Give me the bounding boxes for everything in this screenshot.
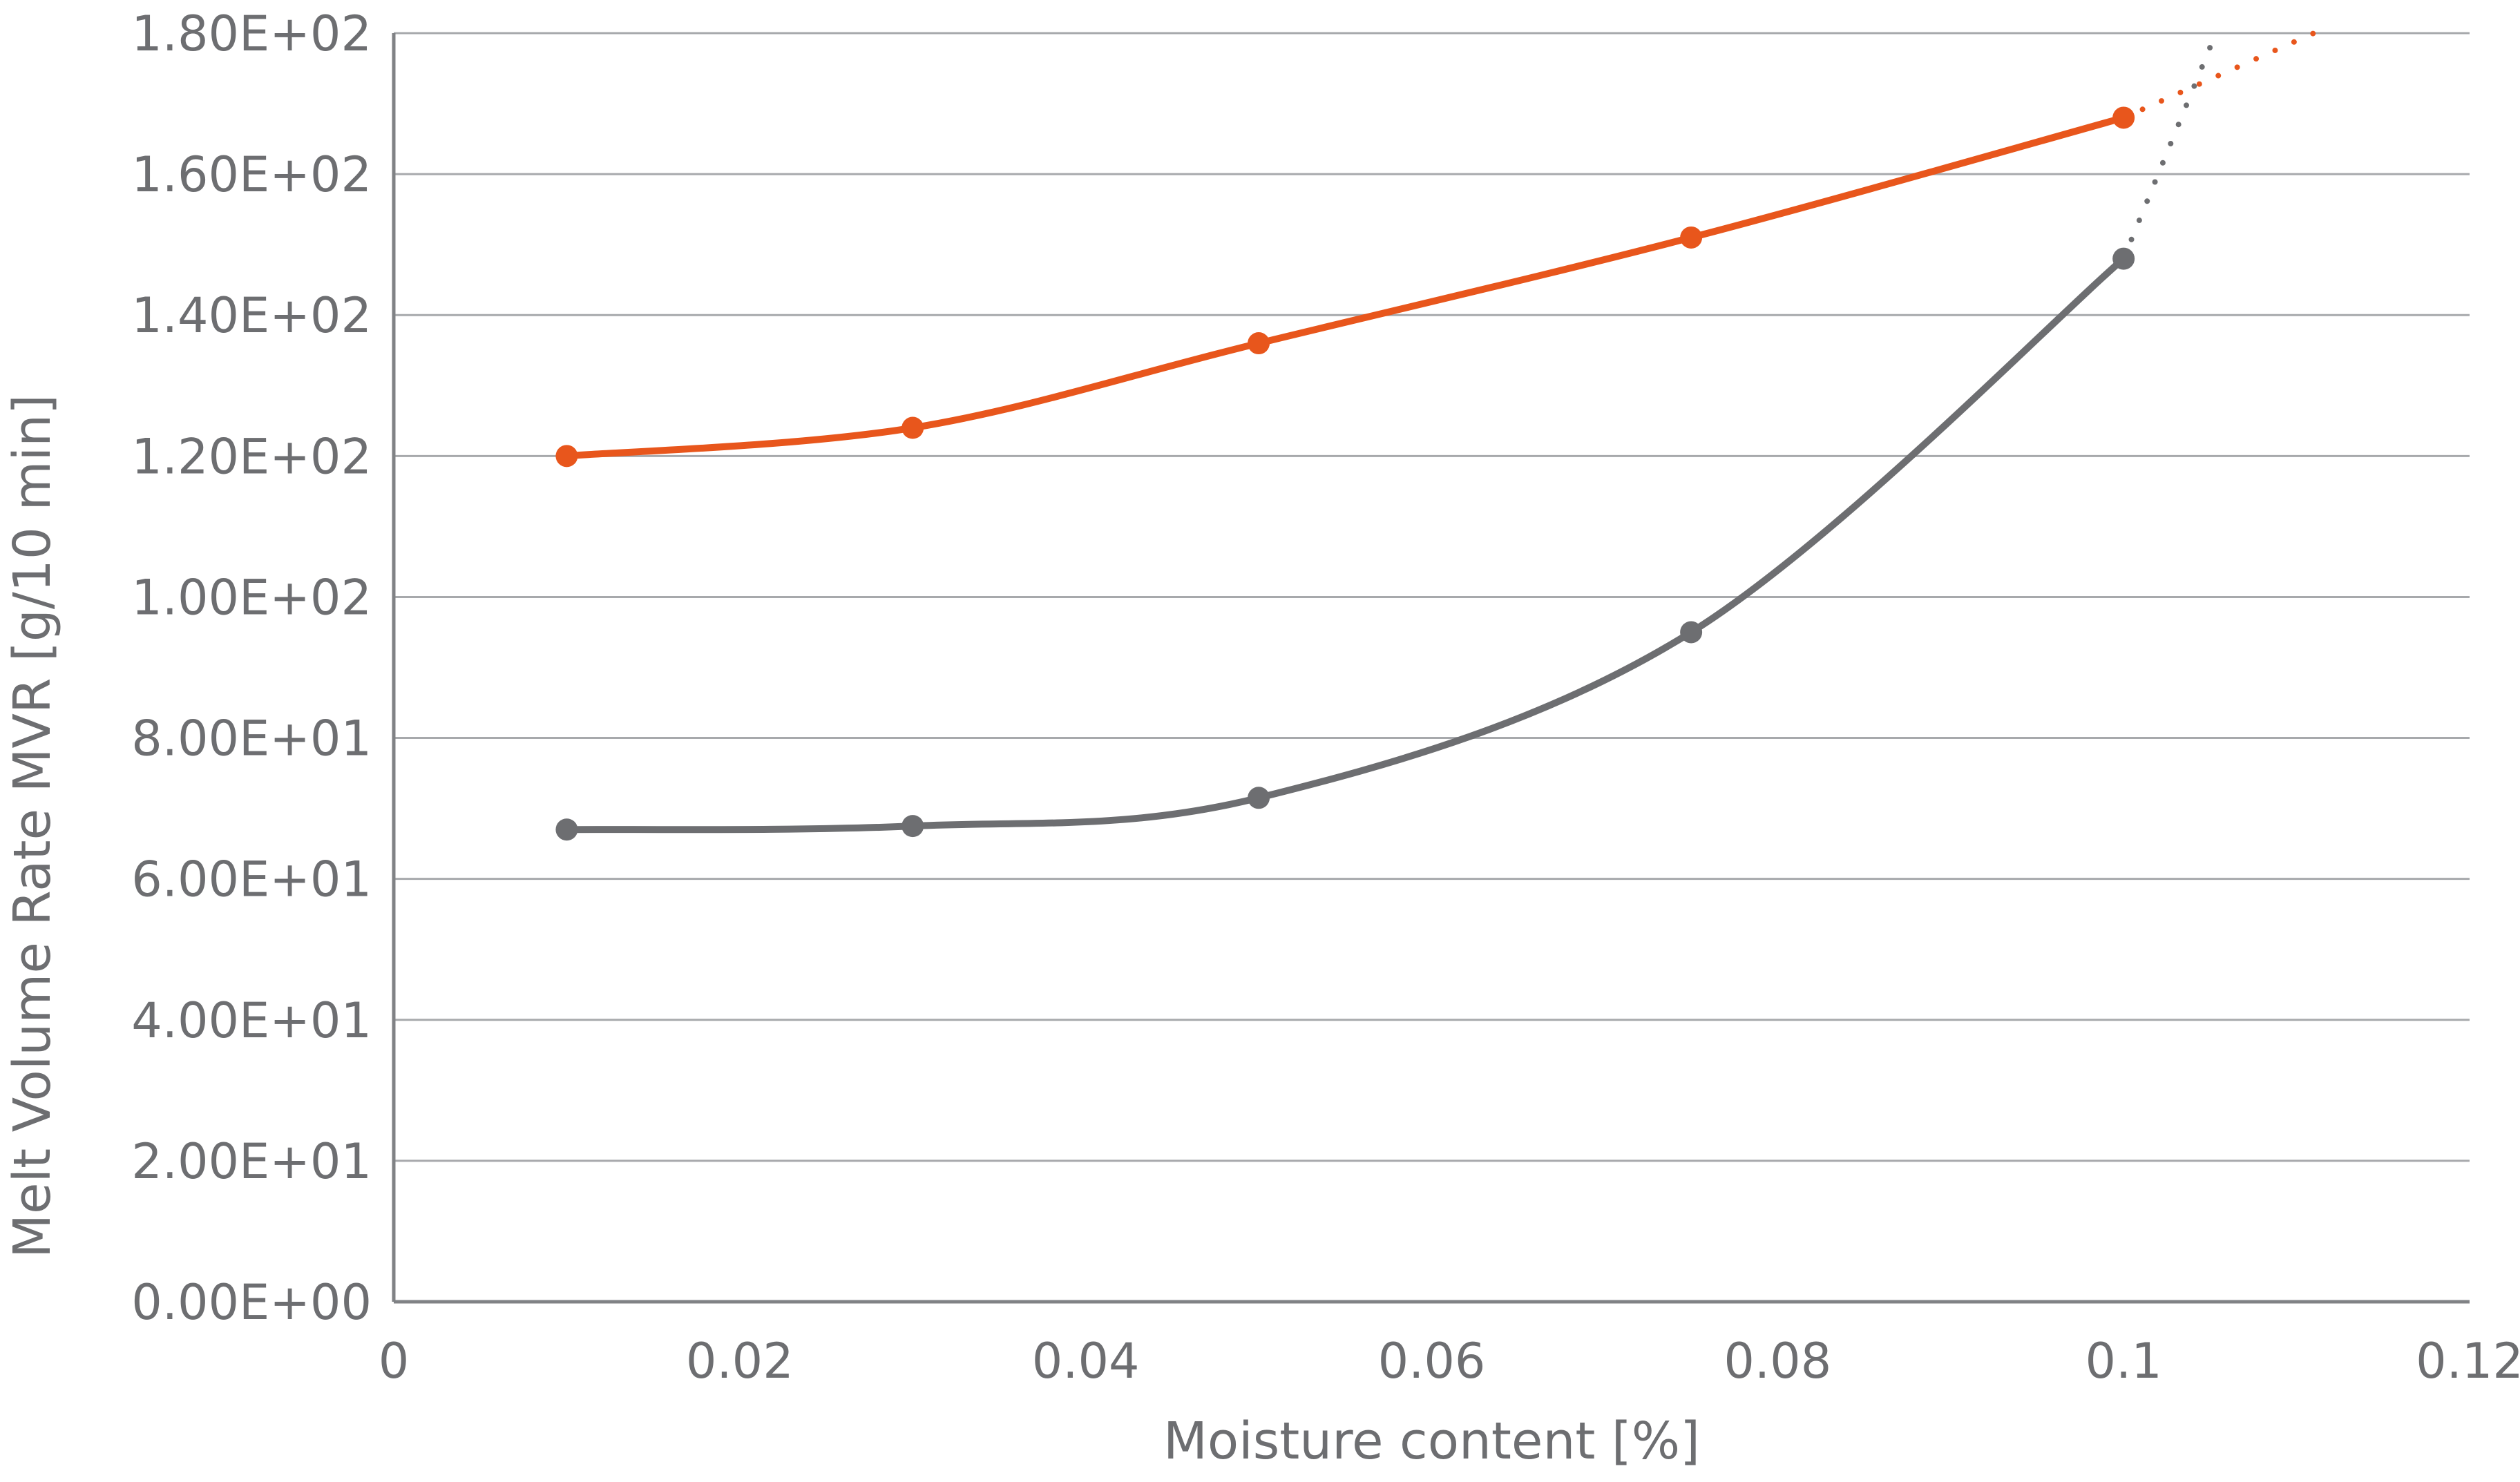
series-1-point-2	[1248, 787, 1270, 809]
series-1-point-0	[555, 818, 578, 841]
series-0-point-0	[555, 445, 578, 468]
y-tick-label: 0.00E+00	[131, 1274, 372, 1331]
series-1-trend-extension	[2121, 44, 2213, 262]
series-1-point-1	[901, 815, 924, 838]
series-0-point-3	[1680, 226, 1703, 249]
y-axis-title: Melt Volume Rate MVR [g/10 min]	[3, 394, 62, 1258]
series-0-point-1	[901, 416, 924, 439]
series-1	[555, 44, 2213, 841]
x-tick-label: 0.1	[2085, 1333, 2162, 1389]
series-0-trend-extension	[2121, 30, 2317, 121]
y-tick-label: 2.00E+01	[131, 1133, 372, 1190]
series-0-point-4	[2112, 106, 2135, 129]
x-tick-label: 0.12	[2416, 1333, 2520, 1389]
y-tick-label: 1.00E+02	[131, 569, 372, 626]
series-0-point-2	[1248, 332, 1270, 355]
y-tick-label: 6.00E+01	[131, 851, 372, 908]
series-1-point-4	[2112, 247, 2135, 270]
series-0	[555, 30, 2317, 468]
x-tick-label: 0.08	[1724, 1333, 1831, 1389]
y-tick-label: 8.00E+01	[131, 711, 372, 767]
tick-labels: 0.00E+00 2.00E+01 4.00E+01 6.00E+01 8.00E+01…	[131, 6, 2520, 1389]
y-tick-label: 1.20E+02	[131, 428, 372, 485]
series-0-line	[563, 114, 2128, 460]
y-tick-label: 1.40E+02	[131, 287, 372, 344]
x-axis-title: Moisture content [%]	[1163, 1412, 1700, 1471]
y-tick-label: 4.00E+01	[131, 992, 372, 1049]
series-1-line	[563, 255, 2128, 834]
x-tick-label: 0.04	[1032, 1333, 1140, 1389]
y-tick-label: 1.60E+02	[131, 146, 372, 203]
x-tick-label: 0.02	[686, 1333, 794, 1389]
y-tick-label: 1.80E+02	[131, 6, 372, 62]
series-1-point-3	[1680, 621, 1703, 644]
x-tick-label: 0	[379, 1333, 410, 1389]
grid	[394, 32, 2470, 1162]
series-group	[555, 30, 2317, 841]
x-tick-label: 0.06	[1378, 1333, 1486, 1389]
axes	[392, 33, 2470, 1304]
